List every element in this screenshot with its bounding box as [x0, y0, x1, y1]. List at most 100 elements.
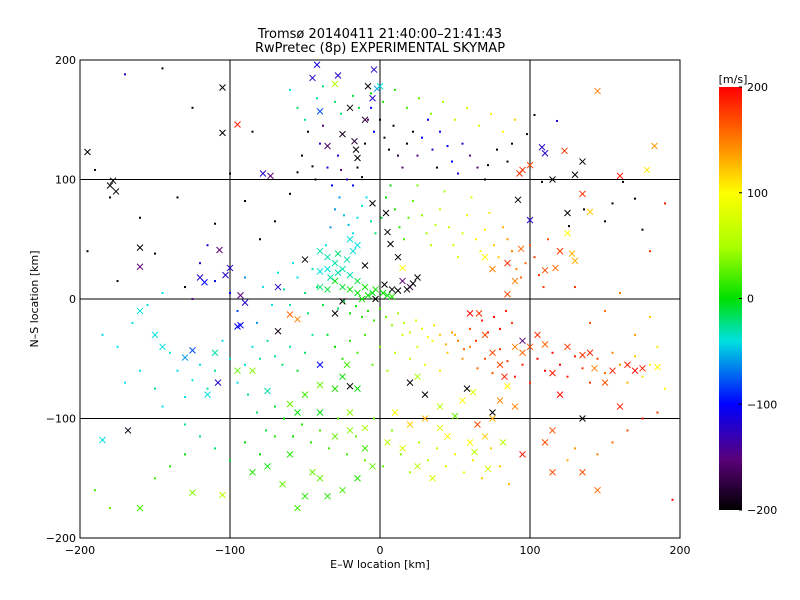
- data-point-x: [541, 341, 549, 348]
- data-point-x: [346, 104, 354, 112]
- data-point-dot: [311, 268, 314, 271]
- data-point-dot: [322, 85, 324, 88]
- data-point-x: [112, 188, 120, 195]
- data-point-dot: [401, 166, 404, 169]
- data-point-dot: [304, 118, 306, 121]
- data-point-dot: [277, 271, 279, 274]
- data-point-dot: [244, 363, 246, 366]
- data-point-dot: [416, 184, 419, 187]
- data-point-x: [316, 268, 324, 275]
- data-point-x: [361, 262, 369, 269]
- data-point-dot: [463, 471, 465, 474]
- data-point-x: [352, 146, 360, 153]
- data-point-dot: [355, 435, 357, 438]
- data-point-dot: [364, 459, 366, 462]
- data-point-dot: [416, 154, 419, 157]
- data-point-x: [234, 367, 241, 375]
- data-point-dot: [340, 112, 342, 115]
- colorbar-tick-label: −200: [747, 504, 777, 517]
- data-point-x: [361, 424, 369, 432]
- data-point-dot: [349, 312, 351, 315]
- data-point-dot: [352, 184, 354, 187]
- x-tick-label: 100: [520, 544, 541, 557]
- data-point-x: [201, 278, 208, 286]
- data-point-x: [394, 287, 402, 294]
- data-point-dot: [274, 435, 276, 438]
- data-point-dot: [434, 223, 437, 226]
- data-point-dot: [443, 190, 446, 193]
- data-point-dot: [403, 238, 405, 241]
- data-point-x: [267, 172, 274, 180]
- data-point-x: [387, 240, 394, 248]
- data-point-dot: [409, 471, 411, 474]
- data-point-dot: [626, 429, 629, 432]
- data-point-x: [496, 361, 504, 369]
- data-point-x: [334, 72, 342, 79]
- data-point-dot: [400, 453, 402, 456]
- data-point-x: [436, 403, 444, 410]
- data-point-dot: [497, 256, 500, 259]
- data-point-x: [369, 462, 376, 470]
- data-point-x: [541, 149, 549, 157]
- data-point-x: [136, 504, 144, 512]
- data-point-x: [549, 468, 556, 476]
- data-point-dot: [436, 166, 438, 169]
- data-point-x: [274, 327, 282, 335]
- data-point-dot: [346, 178, 348, 181]
- data-point-dot: [451, 160, 453, 163]
- data-point-dot: [274, 220, 276, 223]
- data-point-dot: [191, 106, 194, 109]
- data-point-dot: [604, 309, 606, 312]
- data-point-x: [346, 382, 354, 390]
- data-point-dot: [574, 355, 576, 358]
- data-point-x: [564, 343, 571, 351]
- data-point-dot: [361, 315, 363, 318]
- data-point-x: [159, 343, 166, 351]
- data-point-x: [643, 166, 651, 174]
- data-point-x: [451, 412, 459, 420]
- x-tick-label: −100: [215, 544, 245, 557]
- colorbar-gradient: [719, 87, 742, 510]
- data-point-x: [286, 450, 294, 458]
- data-point-x: [234, 121, 241, 128]
- data-point-x: [586, 208, 594, 216]
- data-point-dot: [319, 142, 321, 145]
- data-point-dot: [506, 160, 509, 163]
- data-point-x: [309, 74, 316, 82]
- data-point-x: [561, 147, 568, 155]
- data-point-x: [354, 474, 361, 482]
- data-point-dot: [487, 164, 489, 167]
- data-point-dot: [251, 345, 254, 348]
- data-point-x: [237, 321, 244, 329]
- colorbar-label: [m/s]: [719, 73, 748, 86]
- data-point-dot: [328, 447, 330, 450]
- data-point-dot: [292, 262, 294, 265]
- data-point-dot: [386, 369, 389, 372]
- data-point-dot: [439, 130, 441, 133]
- data-point-dot: [401, 333, 404, 336]
- data-point-dot: [283, 288, 285, 291]
- data-point-dot: [529, 244, 531, 247]
- data-point-x: [571, 171, 579, 179]
- data-point-x: [466, 439, 474, 446]
- data-point-dot: [256, 411, 258, 414]
- data-point-dot: [476, 166, 479, 169]
- data-point-x: [579, 351, 586, 359]
- data-point-x: [354, 385, 361, 392]
- data-point-dot: [418, 441, 420, 444]
- data-point-dot: [94, 168, 96, 171]
- data-point-dot: [544, 369, 546, 372]
- data-point-dot: [551, 351, 554, 354]
- data-point-x: [301, 256, 309, 263]
- data-point-x: [346, 271, 354, 279]
- data-point-dot: [364, 333, 366, 336]
- data-point-dot: [331, 184, 333, 187]
- data-point-x: [324, 253, 331, 261]
- data-point-dot: [161, 292, 164, 295]
- data-point-dot: [461, 232, 464, 235]
- data-point-dot: [394, 88, 396, 91]
- data-point-x: [309, 468, 316, 476]
- data-point-x: [264, 462, 271, 470]
- data-point-x: [654, 363, 661, 371]
- data-point-dot: [475, 339, 477, 342]
